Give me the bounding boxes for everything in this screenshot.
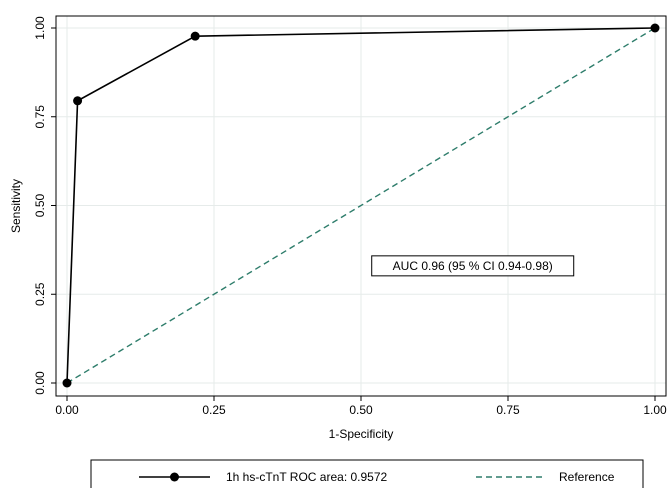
x-tick-label-3: 0.75: [496, 403, 520, 417]
y-tick-label-4: 1.00: [33, 16, 47, 40]
y-tick-label-3: 0.75: [33, 105, 47, 129]
gridlines: [56, 16, 666, 396]
x-axis-title: 1-Specificity: [329, 427, 394, 441]
series-line-0: [66, 27, 656, 384]
legend: 1h hs-cTnT ROC area: 0.9572 Reference: [90, 459, 644, 488]
x-axis-ticks: 0.00 0.25 0.50 0.75 1.00: [55, 396, 667, 417]
legend-label-1: Reference: [559, 470, 615, 484]
y-tick-label-2: 0.50: [33, 193, 47, 217]
x-tick-label-2: 0.50: [349, 403, 373, 417]
series-line-1: [66, 27, 656, 384]
y-axis-ticks: 0.00 0.25 0.50 0.75 1.00: [33, 16, 56, 395]
annotation-layer: AUC 0.96 (95 % CI 0.94-0.98): [371, 255, 575, 277]
y-tick-label-1: 0.25: [33, 282, 47, 306]
series-point-0-0: [62, 378, 72, 388]
series-point-0-3: [650, 23, 660, 33]
x-tick-label-1: 0.25: [202, 403, 226, 417]
annotation-box-0: [371, 255, 575, 277]
annotation-text-0: AUC 0.96 (95 % CI 0.94-0.98): [393, 259, 553, 273]
series-point-0-1: [73, 96, 83, 106]
x-tick-label-0: 0.00: [55, 403, 79, 417]
y-tick-label-0: 0.00: [33, 371, 47, 395]
legend-label-0: 1h hs-cTnT ROC area: 0.9572: [226, 470, 388, 484]
x-tick-label-4: 1.00: [643, 403, 667, 417]
legend-box: [90, 459, 644, 488]
series-point-0-2: [190, 31, 200, 41]
series-layer: [62, 23, 660, 388]
legend-marker-0: [170, 472, 179, 482]
y-axis-title: Sensitivity: [9, 179, 23, 233]
